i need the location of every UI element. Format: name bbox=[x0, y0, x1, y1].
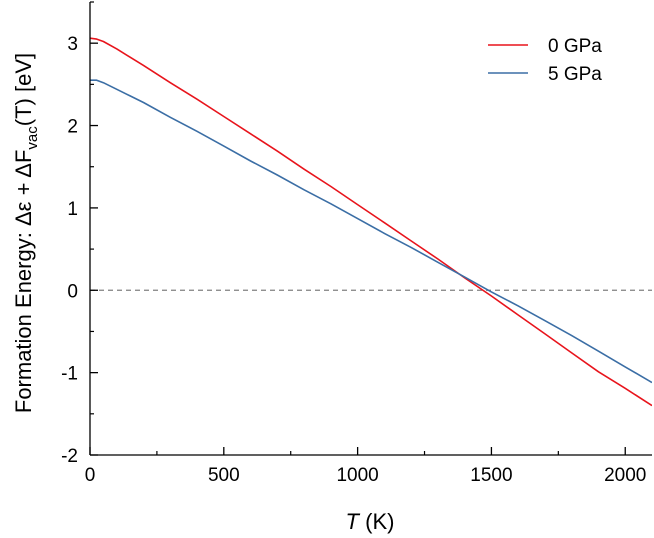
y-tick-label: -1 bbox=[61, 364, 78, 385]
x-tick-label: 500 bbox=[208, 465, 240, 486]
axes-layer: 0 500 1000 1500 2000 -2 -1 0 1 2 3 bbox=[61, 1, 652, 486]
legend-label-1: 5 GPa bbox=[548, 64, 602, 85]
y-tick-label: 3 bbox=[67, 34, 78, 55]
y-tick-label: 0 bbox=[67, 281, 78, 302]
x-axis-title: T (K) bbox=[346, 509, 395, 534]
series-layer bbox=[90, 37, 652, 407]
y-tick-label: -2 bbox=[61, 446, 78, 467]
x-tick-label: 2000 bbox=[604, 465, 646, 486]
x-axis-title-italic: T bbox=[346, 509, 361, 534]
x-tick-label: 0 bbox=[85, 465, 96, 486]
series-line-1 bbox=[90, 79, 652, 384]
x-tick-label: 1000 bbox=[336, 465, 378, 486]
y-axis-title-main: Formation Energy: Δε + ΔF bbox=[11, 150, 36, 414]
legend-label-0: 0 GPa bbox=[548, 36, 602, 57]
y-axis-title-tail: (T) [eV] bbox=[11, 53, 36, 126]
legend: 0 GPa 5 GPa bbox=[488, 36, 602, 85]
y-axis-title: Formation Energy: Δε + ΔFvac(T) [eV] bbox=[11, 53, 41, 413]
series-line-0 bbox=[90, 37, 652, 407]
y-tick-label: 2 bbox=[67, 117, 78, 138]
y-axis-title-subscript: vac bbox=[24, 126, 41, 150]
x-tick-label: 1500 bbox=[470, 465, 512, 486]
y-tick-label: 1 bbox=[67, 199, 78, 220]
x-axis-title-unit: (K) bbox=[359, 509, 394, 534]
